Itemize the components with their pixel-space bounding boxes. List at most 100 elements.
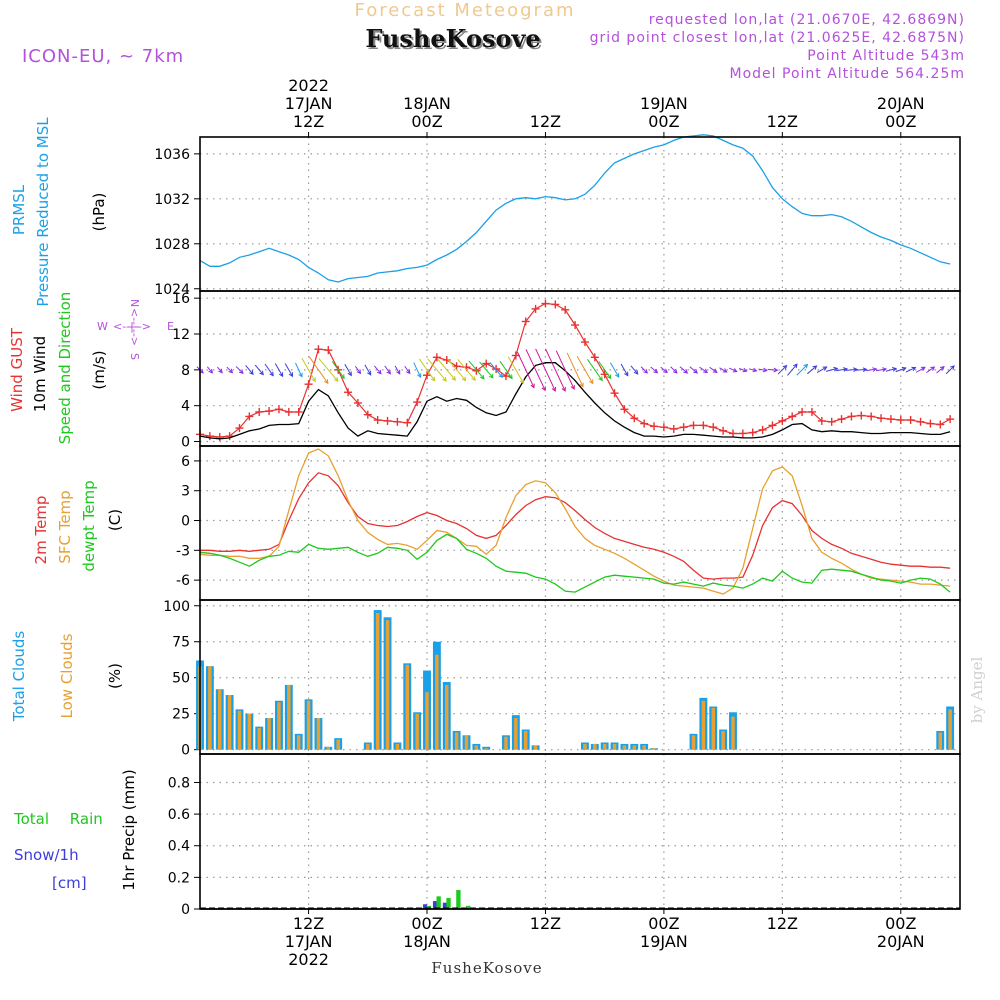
tick-label-y-0-0: 1024: [154, 282, 190, 298]
cloud-bar-low: [622, 745, 627, 750]
gust-marker: [610, 389, 619, 398]
wind-arrow-shaft: [587, 358, 603, 381]
label-percent: (%): [106, 663, 124, 689]
wind-arrow-shaft: [264, 363, 274, 376]
wind-arrow: [845, 367, 858, 372]
series-line-10m-wind: [199, 362, 951, 440]
wind-arrow-head: [461, 376, 467, 382]
wind-arrow-head: [278, 372, 284, 378]
wind-arrow: [945, 365, 955, 375]
wind-arrow: [758, 367, 768, 373]
label-celsius: (C): [106, 509, 124, 531]
cloud-bar-low: [218, 689, 222, 750]
wind-arrow-head: [693, 369, 699, 374]
gust-marker: [916, 417, 925, 426]
wind-arrow-head: [812, 365, 818, 370]
model-name: ICON-EU, ~ 7km: [22, 46, 184, 67]
wind-arrow: [418, 358, 436, 382]
tick-label-x-bottom-3-1: 19JAN: [640, 932, 688, 951]
tick-label-y-4-0: 0: [181, 902, 190, 918]
gust-marker: [748, 428, 757, 437]
wind-arrow: [479, 361, 494, 379]
wind-arrow-shaft: [318, 358, 339, 382]
tick-label-y-4-2: 0.4: [168, 839, 190, 855]
gust-marker: [501, 372, 510, 381]
location-title-front: FusheKosove: [365, 24, 540, 53]
gust-marker: [304, 380, 313, 389]
wind-arrow: [516, 351, 535, 389]
wind-arrow-shaft: [767, 368, 778, 371]
gust-marker: [571, 321, 580, 330]
gust-marker: [265, 407, 274, 416]
cloud-bar-low: [711, 707, 715, 750]
wind-arrow-shaft: [576, 356, 594, 384]
wind-arrow: [364, 364, 372, 376]
cloud-bar-low: [583, 743, 587, 750]
wind-arrow: [331, 361, 345, 380]
wind-arrow: [413, 362, 422, 379]
series-line-sfc-temp: [199, 448, 951, 595]
wind-arrow-head: [901, 366, 907, 372]
panel-frame-3: [199, 599, 961, 755]
cloud-bar-low: [375, 612, 380, 750]
cloud-bar-low: [593, 743, 597, 750]
gust-marker: [946, 415, 955, 424]
tick-label-y-2-0: -6: [176, 573, 190, 589]
compass-s: S: [128, 353, 141, 360]
wind-arrow-head: [615, 373, 620, 378]
tick-label-x-top-1-0: 18JAN: [403, 94, 451, 113]
wind-arrow: [609, 362, 620, 378]
wind-arrow-shaft: [254, 364, 264, 375]
wind-arrow-shaft: [719, 367, 727, 373]
gust-marker: [442, 355, 451, 364]
cloud-bar-low: [523, 730, 528, 750]
wind-arrow: [235, 366, 244, 375]
wind-arrow-shaft: [845, 368, 857, 371]
wind-arrow-shaft: [374, 365, 382, 375]
wind-arrow-shaft: [905, 367, 916, 373]
wind-arrow: [825, 366, 839, 372]
gust-marker: [926, 419, 935, 428]
wind-arrow: [384, 365, 391, 375]
gust-marker: [284, 407, 293, 416]
tick-label-x-bottom-0-1: 17JAN: [285, 932, 333, 951]
wind-arrow-head: [451, 376, 457, 381]
wind-arrow-head: [722, 368, 728, 373]
wind-arrow-head: [208, 368, 214, 374]
wind-arrow-shaft: [274, 363, 284, 377]
tick-label-x-top-3-0: 19JAN: [640, 94, 688, 113]
gust-marker: [482, 359, 491, 368]
gust-marker: [857, 411, 866, 420]
wind-arrow: [226, 366, 234, 374]
wind-arrow-shaft: [787, 363, 798, 376]
wind-arrow: [535, 348, 557, 392]
gust-marker: [393, 417, 402, 426]
gust-marker: [423, 371, 432, 380]
compass-e: E: [167, 320, 174, 333]
wind-arrow-shaft: [245, 365, 254, 375]
gust-marker: [590, 353, 599, 362]
gust-marker: [403, 418, 412, 427]
tick-label-y-2-1: -3: [176, 543, 190, 559]
tick-label-y-1-2: 8: [181, 363, 190, 379]
cloud-bar-low: [385, 620, 390, 750]
wind-arrow: [499, 360, 513, 380]
cloud-bar-low: [267, 718, 271, 750]
wind-arrow-shaft: [301, 358, 316, 382]
tick-label-x-bottom-2-0: 12Z: [530, 914, 561, 933]
compass-icon: W <--|--> E N <--|--> S: [97, 299, 174, 360]
wind-arrow-head: [498, 373, 503, 379]
gust-marker: [738, 429, 747, 438]
tick-label-x-top-2-0: 12Z: [530, 112, 561, 131]
tick-label-y-3-1: 25: [172, 707, 190, 723]
wind-arrow: [709, 366, 718, 373]
tick-label-x-bottom-5-1: 20JAN: [877, 932, 925, 951]
wind-arrow: [447, 358, 467, 382]
gust-marker: [344, 388, 353, 397]
wind-arrow-shaft: [936, 366, 945, 374]
wind-arrow: [355, 365, 362, 375]
tick-label-y-2-4: 6: [181, 454, 190, 470]
label-2m-temp: 2m Temp: [32, 496, 50, 565]
cloud-bar-low: [425, 692, 429, 750]
wind-arrow-shaft: [418, 358, 436, 382]
